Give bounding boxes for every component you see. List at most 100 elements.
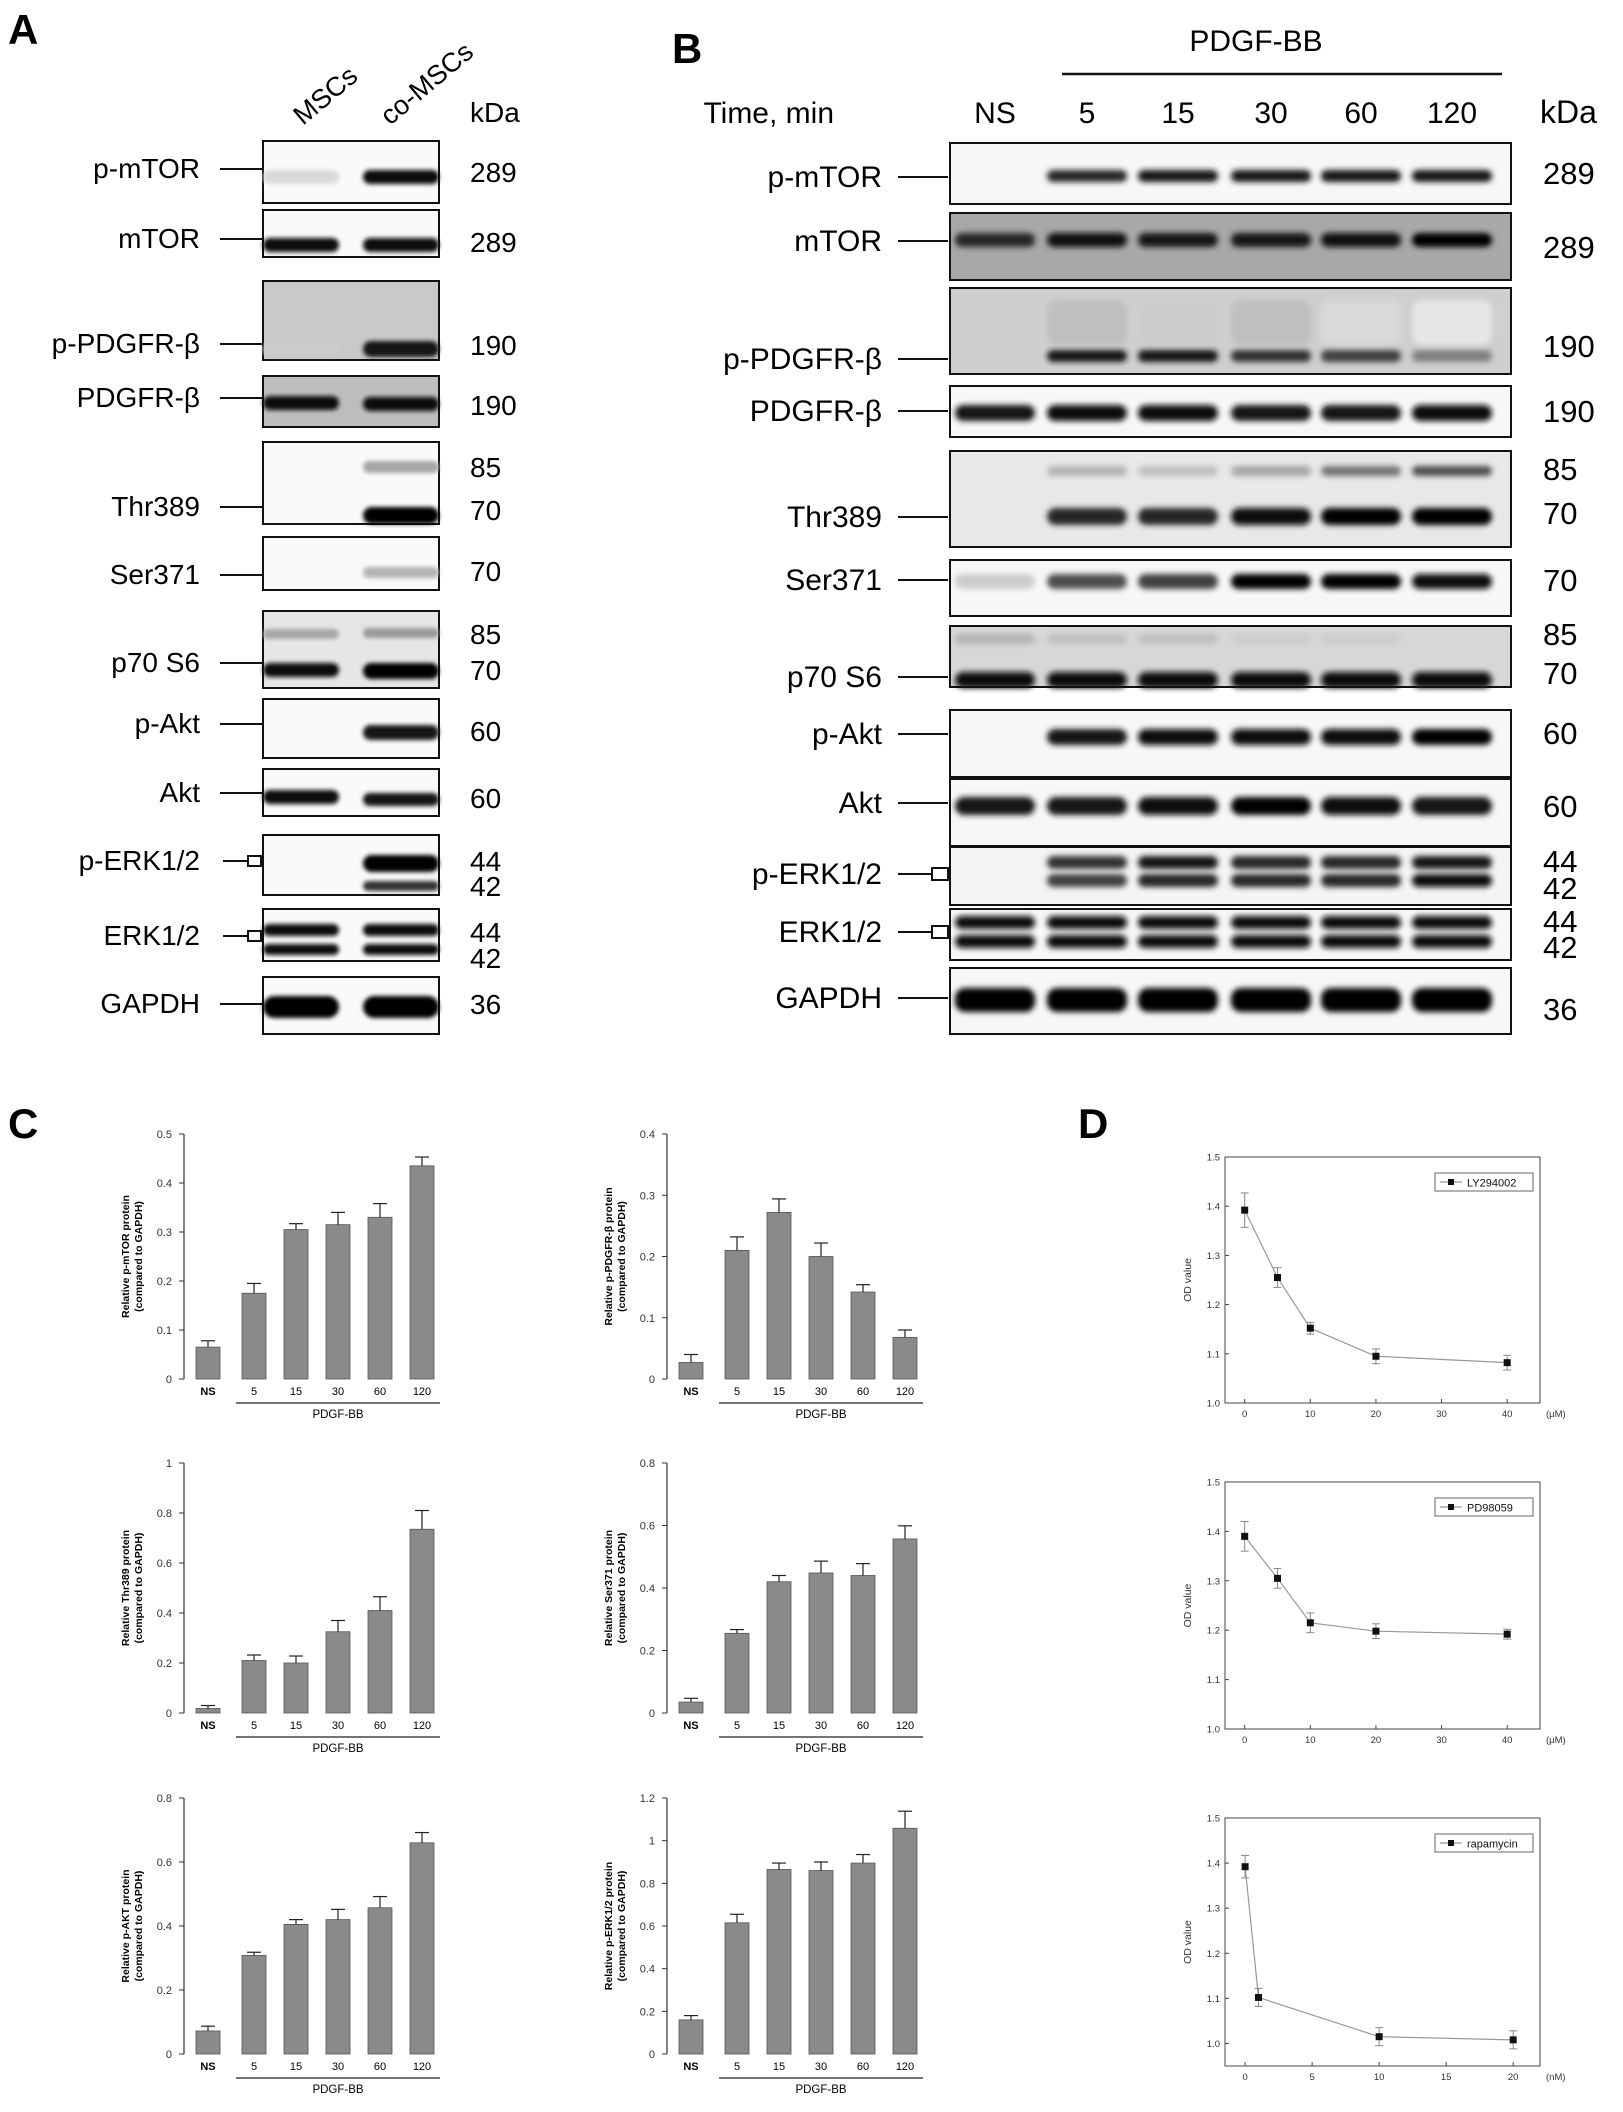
x-tick-label: NS [200,1386,215,1398]
x-tick-label: 0 [1242,1735,1247,1746]
x-tick-label: NS [683,2061,698,2073]
kda-value: 289 [470,157,517,188]
blot-row-gapdh: GAPDH 36 [100,976,501,1035]
y-tick-label: 0.6 [640,1521,655,1533]
protein-label: PDGFR-β [77,382,200,413]
protein-band [1321,233,1401,247]
protein-label: p-mTOR [768,161,882,194]
bar [892,1538,918,1714]
y-tick-label: 1.4 [1207,1859,1220,1870]
x-tick-label: 30 [332,1720,344,1732]
protein-band [1412,233,1492,247]
lane-label: 15 [1161,97,1194,130]
y-tick-label: 0.2 [157,1658,172,1670]
bar [808,1572,834,1714]
bar [850,1291,876,1380]
protein-band [363,397,439,411]
data-point [1503,1630,1511,1638]
protein-band [263,343,339,356]
protein-band [263,629,339,639]
protein-label: ERK1/2 [104,920,201,951]
bar-chart-1: 0 0.1 0.2 0.3 0.4 0.5 Relative p-mTOR protein(… [120,1129,440,1421]
x-tick-label: 15 [290,2061,302,2073]
kda-header: kDa [1540,94,1597,130]
x-tick-label: 120 [413,1720,431,1732]
kda-value: 190 [470,330,517,361]
protein-band [263,944,339,955]
kda-value: 85 [470,619,501,650]
time-label: Time, min [703,97,834,130]
bar [195,2030,221,2055]
protein-band [1231,350,1311,362]
protein-label: GAPDH [775,982,882,1015]
group-label: PDGF-BB [795,1743,846,1755]
x-tick-label: 0 [1242,1409,1247,1420]
y-tick-label: 0.2 [157,1276,172,1288]
y-tick-label: 0.1 [157,1325,172,1337]
x-tick-label: 120 [413,1386,431,1398]
protein-band [1321,672,1401,688]
group-label: PDGF-BB [795,1409,846,1421]
y-tick-label: 0.4 [157,1178,172,1190]
y-tick-label: 1.4 [1207,1527,1220,1538]
bar-chart-4: 0 0.2 0.4 0.6 0.8 Relative Ser371 protein(com… [603,1458,923,1755]
x-unit-label: (nM) [1546,2072,1566,2083]
y-tick-label: 1.1 [1207,1994,1220,2005]
bar [724,1922,750,2055]
kda-value: 70 [470,655,501,686]
protein-band [1047,935,1127,948]
kda-value: 70 [1543,496,1577,531]
y-tick-label: 1.3 [1207,1904,1220,1915]
data-point [1241,1532,1249,1540]
x-tick-label: 60 [374,1386,386,1398]
bar [409,1165,435,1380]
bar [808,1256,834,1380]
protein-band [1047,405,1127,421]
protein-band [1138,170,1218,182]
protein-band [1047,634,1127,644]
y-tick-label: 1.0 [1207,2039,1220,2050]
bar [766,1212,792,1380]
x-tick-label: 120 [896,1386,914,1398]
protein-band [263,170,339,184]
protein-band [1412,672,1492,688]
x-tick-label: 30 [332,1386,344,1398]
protein-label: PDGFR-β [750,395,882,428]
bar-chart-2: 0 0.1 0.2 0.3 0.4 Relative p-PDGFR-β protein(… [603,1129,923,1421]
plot-frame [1224,1481,1541,1730]
x-tick-label: 30 [1436,1409,1447,1420]
x-tick-label: NS [200,1720,215,1732]
protein-band [1231,935,1311,948]
y-tick-label: 0.6 [157,1857,172,1869]
data-point [1375,2033,1383,2041]
legend-marker [1448,1504,1454,1510]
protein-band [1047,466,1127,476]
y-tick-label: 0.2 [157,1985,172,1997]
protein-label: mTOR [118,223,200,254]
data-line [1244,1209,1508,1364]
protein-band [1321,916,1401,929]
y-tick-label: 1 [649,1836,655,1848]
protein-band [955,634,1035,644]
protein-label: GAPDH [100,988,200,1019]
blot-row-thr389: Thr389 85 70 [787,450,1577,548]
bar [766,1869,792,2055]
protein-band [1138,874,1218,887]
y-axis-label: Relative Thr389 protein(compared to GAPD… [120,1530,145,1646]
protein-band [263,996,339,1018]
protein-band [363,793,439,806]
protein-band [1231,170,1311,182]
protein-band [1047,797,1127,815]
protein-band [1412,574,1492,589]
kda-value: 44 [1543,844,1577,879]
data-point [1241,1863,1249,1871]
protein-label: Thr389 [787,501,882,534]
x-tick-label: 60 [374,1720,386,1732]
blot-row-pdgfr-: PDGFR-β 190 [750,385,1595,438]
kda-value: 36 [1543,992,1577,1027]
protein-band [363,924,439,936]
y-axis-label: OD value [1182,1258,1194,1302]
protein-band [1138,466,1218,476]
bar [892,1827,918,2055]
